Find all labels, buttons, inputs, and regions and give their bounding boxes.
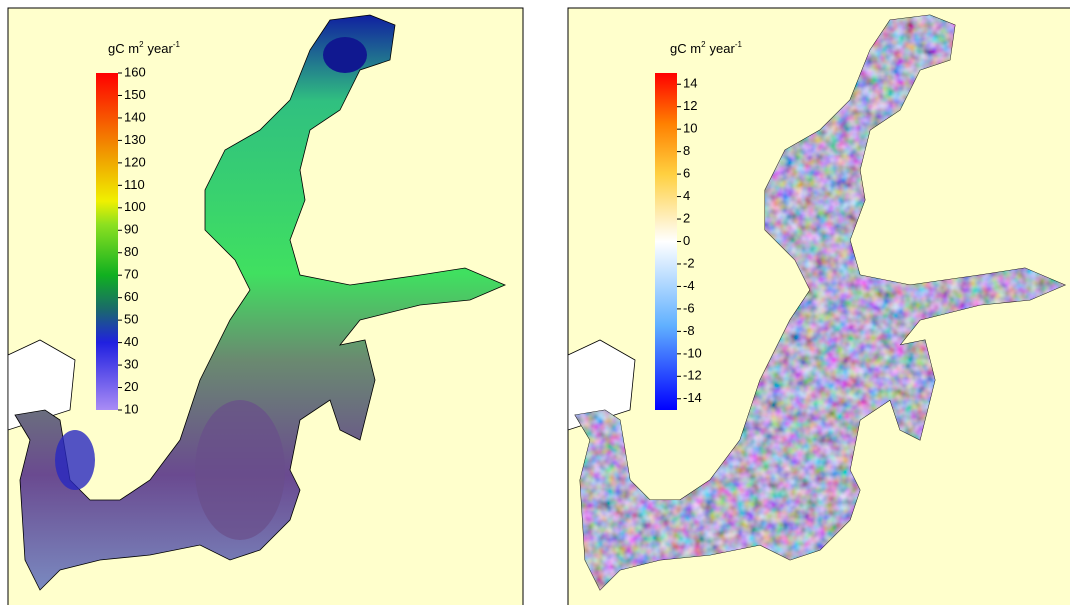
colorbar bbox=[655, 73, 677, 410]
colorbar-tick-label: -10 bbox=[683, 345, 702, 360]
colorbar-tick-label: 40 bbox=[124, 334, 138, 349]
colorbar-tick-label: 110 bbox=[124, 177, 145, 192]
colorbar-tick-label: 6 bbox=[683, 166, 690, 181]
colorbar-tick-label: -4 bbox=[683, 278, 695, 293]
colorbar-tick-label: -6 bbox=[683, 300, 695, 315]
colorbar-tick-label: 4 bbox=[683, 188, 690, 203]
colorbar-tick-label: 20 bbox=[124, 379, 138, 394]
colorbar-tick-label: 10 bbox=[124, 401, 138, 416]
colorbar-tick-label: 160 bbox=[124, 64, 146, 79]
colorbar-tick-label: 8 bbox=[683, 143, 690, 158]
colorbar-tick-label: 120 bbox=[124, 154, 146, 169]
colorbar-tick-label: 90 bbox=[124, 222, 138, 237]
colorbar bbox=[96, 73, 118, 410]
maps-figure: 160150140130120110100908070605040302010 … bbox=[0, 0, 1070, 605]
colorbar-tick-label: 30 bbox=[124, 357, 138, 372]
colorbar-tick-label: 100 bbox=[124, 199, 146, 214]
field-blob bbox=[323, 37, 367, 73]
colorbar-tick-label: 150 bbox=[124, 87, 146, 102]
colorbar-tick-label: 14 bbox=[683, 76, 697, 91]
map-panel: 160150140130120110100908070605040302010 … bbox=[8, 8, 523, 605]
colorbar-tick-label: -2 bbox=[683, 255, 695, 270]
colorbar-tick-label: 0 bbox=[683, 233, 690, 248]
colorbar-tick-label: 130 bbox=[124, 132, 146, 147]
colorbar-tick-label: 10 bbox=[683, 121, 697, 136]
colorbar-tick-label: 50 bbox=[124, 312, 138, 327]
colorbar-tick-label: 60 bbox=[124, 289, 138, 304]
colorbar-tick-label: 80 bbox=[124, 244, 138, 259]
colorbar-tick-label: 140 bbox=[124, 109, 146, 124]
field-blob bbox=[55, 430, 95, 490]
colorbar-tick-label: -12 bbox=[683, 368, 702, 383]
colorbar-tick-label: -8 bbox=[683, 323, 695, 338]
field-blob bbox=[195, 400, 285, 540]
colorbar-tick-label: 12 bbox=[683, 98, 697, 113]
colorbar-tick-label: 2 bbox=[683, 210, 690, 225]
colorbar-tick-label: -14 bbox=[683, 390, 702, 405]
colorbar-tick-label: 70 bbox=[124, 267, 138, 282]
